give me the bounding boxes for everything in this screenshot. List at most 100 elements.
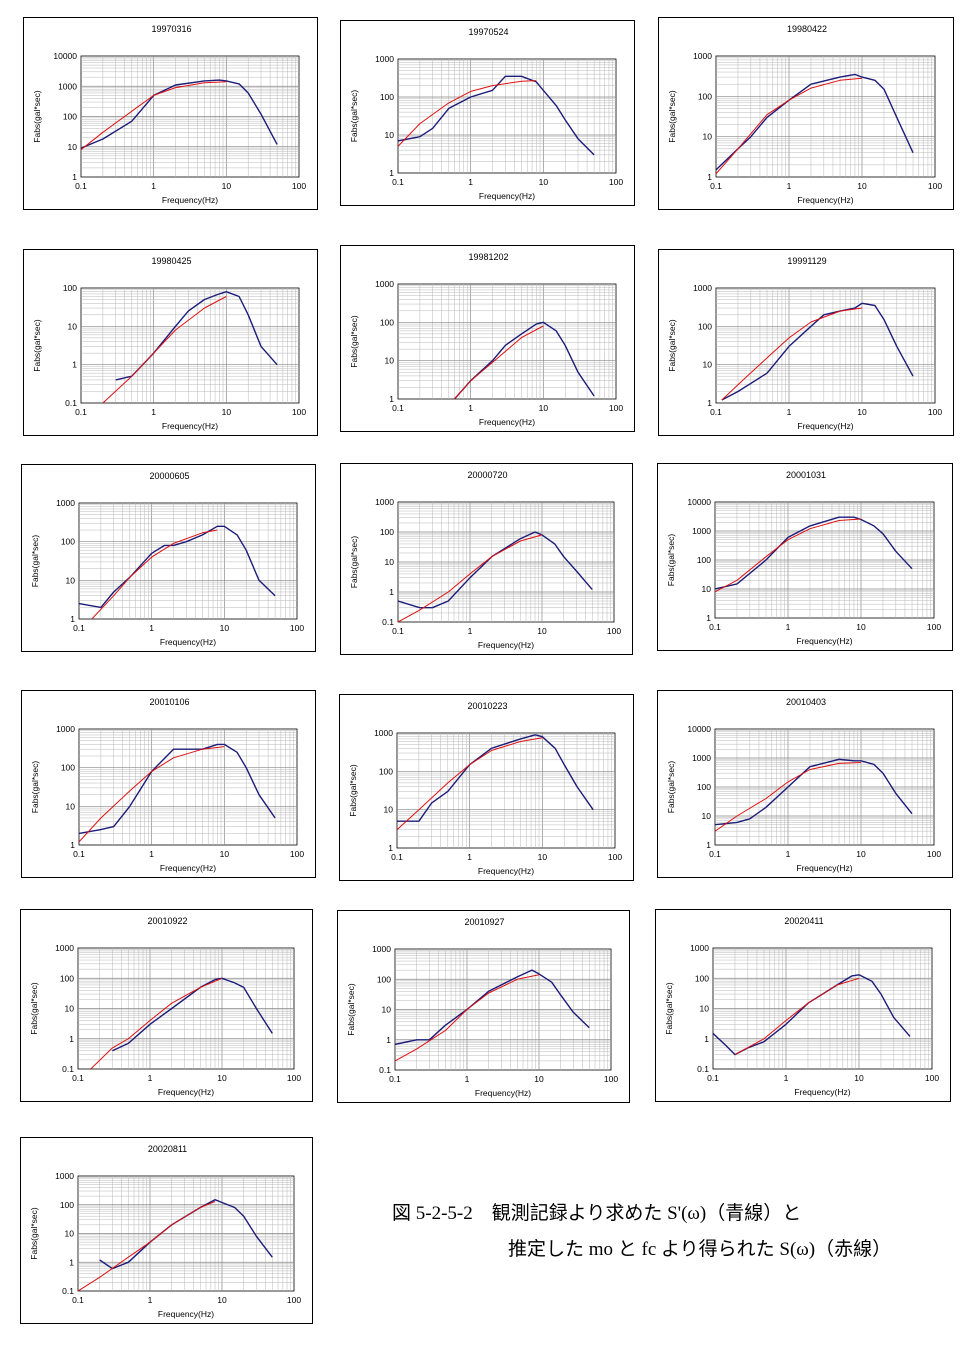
y-tick-label: 10	[384, 805, 394, 815]
chart-title: 19980422	[787, 24, 827, 34]
plot-area	[396, 732, 616, 849]
x-tick-label: 10	[539, 177, 549, 187]
y-tick-label: 1	[69, 1257, 74, 1267]
chart-panel-20000605: 20000605 1 10 100 1000 0.1 1 10 100 Frequency(Hz)…	[21, 464, 316, 652]
y-tick-label: 10	[385, 356, 395, 366]
x-axis-label: Frequency(Hz)	[160, 863, 216, 873]
x-tick-label: 10	[857, 407, 867, 417]
x-tick-label: 10	[217, 1073, 227, 1083]
y-tick-label: 1000	[375, 279, 394, 289]
y-tick-label: 0.1	[62, 1286, 74, 1296]
x-tick-label: 0.1	[707, 1073, 719, 1083]
y-tick-label: 10	[68, 321, 78, 331]
y-axis-label: Fabs(gal*sec)	[349, 536, 359, 589]
x-tick-label: 10	[534, 1074, 544, 1084]
x-axis-label: Frequency(Hz)	[794, 1087, 850, 1097]
grid-lines	[397, 733, 615, 848]
x-tick-label: 100	[292, 407, 306, 417]
x-tick-label: 0.1	[389, 1074, 401, 1084]
y-axis-label: Fabs(gal*sec)	[664, 982, 674, 1035]
x-tick-label: 0.1	[710, 181, 722, 191]
x-tick-label: 100	[925, 1073, 939, 1083]
observed-spectrum-line	[398, 531, 593, 609]
plot-area	[397, 283, 617, 400]
observed-spectrum-line	[398, 75, 595, 156]
x-axis-label: Frequency(Hz)	[797, 195, 853, 205]
observed-spectrum-line	[79, 743, 276, 835]
y-tick-label: 1	[389, 394, 394, 404]
chart-svg: 20010922 0.1 1 10 100 1000 0.1 1 10 100 Frequency(…	[29, 916, 301, 1097]
y-tick-label: 0.1	[382, 617, 394, 627]
model-spectrum-line	[395, 974, 540, 1062]
plot-area	[715, 55, 936, 178]
y-tick-label: 1000	[693, 51, 712, 61]
x-tick-label: 10	[539, 403, 549, 413]
x-axis-label: Frequency(Hz)	[162, 195, 218, 205]
y-tick-label: 10	[703, 360, 713, 370]
chart-title: 20020411	[784, 916, 823, 926]
y-tick-label: 1000	[692, 753, 711, 763]
chart-svg: 20020811 0.1 1 10 100 1000 0.1 1 10 100 Frequency(…	[29, 1144, 301, 1319]
x-tick-label: 10	[220, 849, 230, 859]
x-axis-label: Frequency(Hz)	[160, 637, 216, 647]
chart-panel-20010223: 20010223 1 10 100 1000 0.1 1 10 100 Frequency(Hz)…	[339, 694, 634, 881]
observed-spectrum-line	[453, 321, 595, 399]
x-tick-label: 0.1	[709, 849, 721, 859]
y-tick-label: 1	[707, 398, 712, 408]
chart-panel-20020411: 20020411 0.1 1 10 100 1000 0.1 1 10 100 Frequency(…	[655, 909, 951, 1102]
chart-panel-20001031: 20001031 1 10 100 1000 10000 0.1 1 10 100 Frequenc…	[657, 463, 953, 651]
y-tick-label: 1000	[375, 497, 394, 507]
model-spectrum-line	[79, 746, 225, 843]
grid-lines	[715, 729, 934, 845]
model-spectrum-line	[81, 81, 227, 151]
y-tick-label: 1	[70, 840, 75, 850]
y-tick-label: 10	[66, 575, 76, 585]
y-tick-label: 1	[706, 613, 711, 623]
chart-svg: 19980425 0.1 1 10 100 0.1 1 10 100 Frequency(Hz) F…	[32, 256, 306, 431]
x-tick-label: 1	[787, 407, 792, 417]
y-axis-label: Fabs(gal*sec)	[667, 319, 677, 372]
observed-spectrum-line	[716, 73, 914, 171]
grid-lines	[398, 502, 614, 622]
model-spectrum-line	[398, 534, 543, 622]
y-tick-label: 100	[60, 973, 74, 983]
x-tick-label: 100	[927, 849, 941, 859]
observed-spectrum-line	[112, 977, 273, 1052]
y-tick-label: 100	[697, 555, 711, 565]
y-tick-label: 100	[380, 527, 394, 537]
chart-title: 19991129	[787, 256, 826, 266]
x-tick-label: 100	[287, 1295, 301, 1305]
grid-lines	[715, 502, 934, 618]
plot-area	[397, 58, 617, 174]
y-tick-label: 100	[698, 91, 712, 101]
x-axis-label: Frequency(Hz)	[797, 421, 853, 431]
y-tick-label: 1000	[372, 944, 391, 954]
chart-title: 19970524	[468, 27, 508, 37]
model-spectrum-line	[716, 77, 863, 175]
x-tick-label: 1	[149, 849, 154, 859]
figure-caption-line-2: 推定した mo と fc より得られた S(ω)（赤線）	[508, 1239, 892, 1260]
y-tick-label: 10	[700, 1004, 710, 1014]
y-axis-label: Fabs(gal*sec)	[666, 534, 676, 587]
x-axis-label: Frequency(Hz)	[478, 866, 534, 876]
x-tick-label: 100	[607, 626, 621, 636]
chart-svg: 20020411 0.1 1 10 100 1000 0.1 1 10 100 Frequency(…	[664, 916, 939, 1097]
model-spectrum-line	[397, 737, 543, 831]
y-tick-label: 1	[704, 1034, 709, 1044]
y-axis-label: Fabs(gal*sec)	[348, 764, 358, 817]
observed-spectrum-line	[99, 1199, 273, 1270]
x-tick-label: 1	[786, 622, 791, 632]
x-tick-label: 1	[468, 403, 473, 413]
x-tick-label: 100	[928, 407, 942, 417]
y-tick-label: 100	[60, 1200, 74, 1210]
y-tick-label: 1000	[58, 81, 77, 91]
x-axis-label: Frequency(Hz)	[478, 640, 534, 650]
y-tick-label: 10	[385, 557, 395, 567]
x-tick-label: 0.1	[391, 852, 403, 862]
x-tick-label: 0.1	[75, 407, 87, 417]
x-axis-label: Frequency(Hz)	[162, 421, 218, 431]
x-tick-label: 10	[856, 849, 866, 859]
x-tick-label: 100	[927, 622, 941, 632]
